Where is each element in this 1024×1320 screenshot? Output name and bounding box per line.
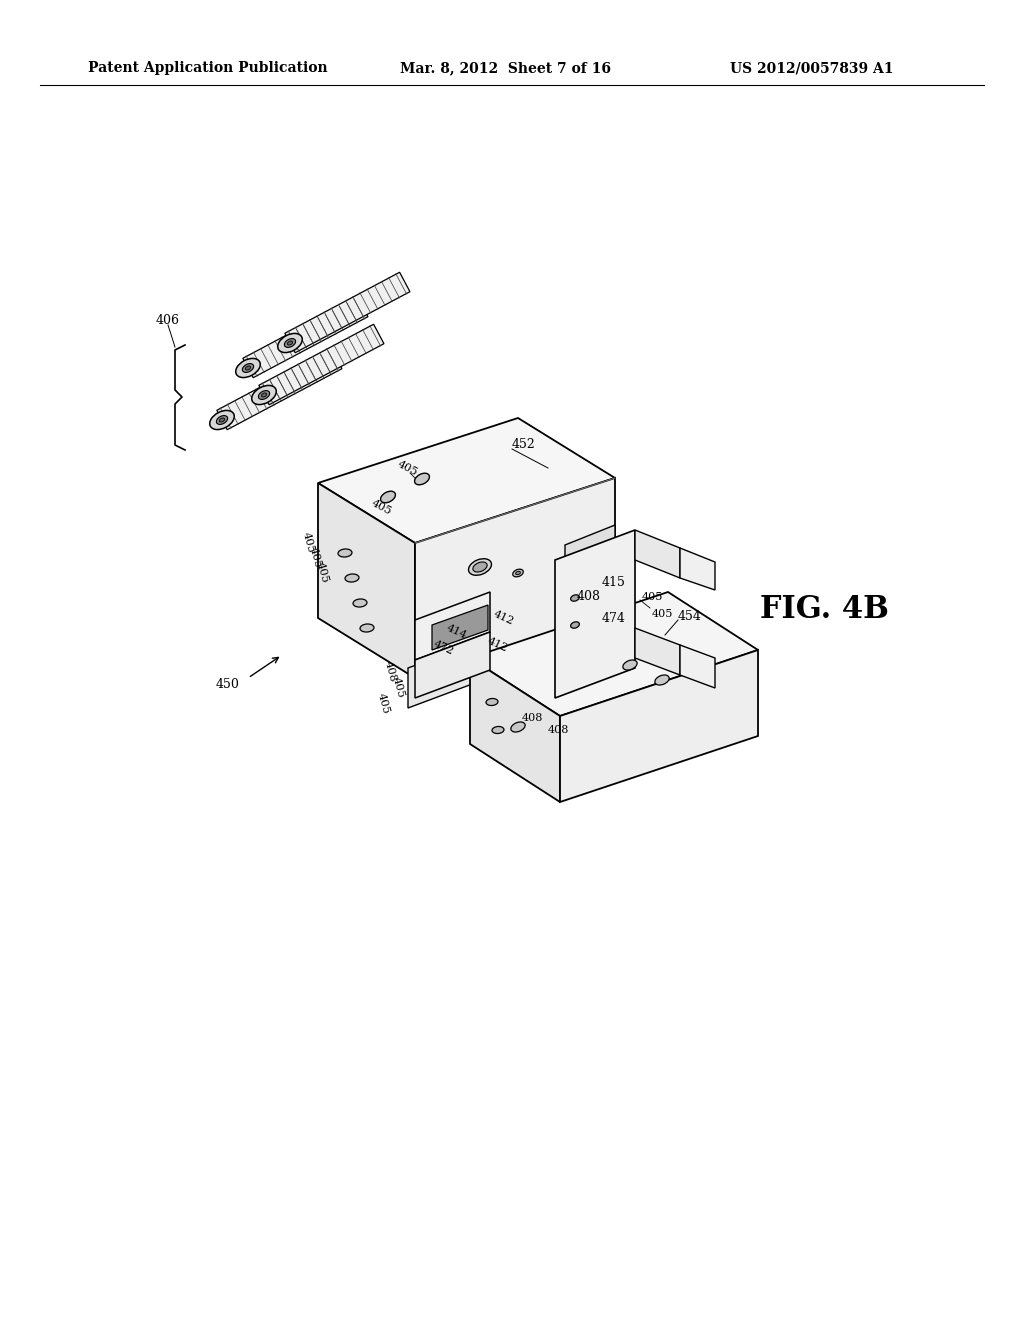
Ellipse shape — [513, 569, 523, 577]
Ellipse shape — [486, 698, 498, 705]
Text: 405: 405 — [371, 498, 394, 516]
Text: 412: 412 — [486, 636, 510, 653]
Text: 405: 405 — [390, 676, 406, 700]
Polygon shape — [415, 478, 615, 678]
Text: 408: 408 — [547, 725, 568, 735]
Text: 405: 405 — [396, 458, 420, 478]
Ellipse shape — [570, 622, 580, 628]
Polygon shape — [415, 591, 490, 660]
Polygon shape — [408, 640, 483, 708]
Ellipse shape — [210, 411, 234, 429]
Polygon shape — [680, 548, 715, 590]
Ellipse shape — [623, 660, 637, 671]
Text: Mar. 8, 2012  Sheet 7 of 16: Mar. 8, 2012 Sheet 7 of 16 — [400, 61, 611, 75]
Polygon shape — [243, 297, 368, 378]
Text: 405: 405 — [642, 591, 664, 602]
Text: US 2012/0057839 A1: US 2012/0057839 A1 — [730, 61, 894, 75]
Ellipse shape — [278, 334, 302, 352]
Ellipse shape — [381, 491, 395, 503]
Text: 405: 405 — [652, 609, 674, 619]
Polygon shape — [259, 325, 384, 405]
Polygon shape — [217, 350, 342, 430]
Ellipse shape — [360, 624, 374, 632]
Ellipse shape — [353, 599, 367, 607]
Text: 472: 472 — [431, 639, 455, 657]
Ellipse shape — [654, 675, 669, 685]
Text: 408: 408 — [382, 660, 397, 684]
Text: 474: 474 — [602, 611, 626, 624]
Text: 406: 406 — [156, 314, 180, 326]
Polygon shape — [565, 525, 615, 590]
Ellipse shape — [288, 341, 293, 345]
Ellipse shape — [473, 562, 487, 572]
Polygon shape — [470, 591, 758, 715]
Ellipse shape — [511, 722, 525, 733]
Text: FIG. 4B: FIG. 4B — [760, 594, 889, 626]
Text: 408: 408 — [577, 590, 601, 603]
Ellipse shape — [216, 416, 227, 425]
Text: 415: 415 — [602, 576, 626, 589]
Ellipse shape — [236, 359, 260, 378]
Text: 408: 408 — [521, 713, 543, 723]
Ellipse shape — [345, 574, 359, 582]
Ellipse shape — [246, 366, 251, 370]
Polygon shape — [555, 531, 635, 698]
Ellipse shape — [243, 363, 254, 372]
Ellipse shape — [252, 385, 276, 404]
Text: 405: 405 — [376, 693, 390, 715]
Ellipse shape — [258, 391, 269, 400]
Polygon shape — [635, 628, 680, 675]
Polygon shape — [318, 418, 615, 543]
Polygon shape — [285, 272, 410, 352]
Polygon shape — [680, 645, 715, 688]
Text: 405: 405 — [314, 561, 330, 585]
Ellipse shape — [338, 549, 352, 557]
Ellipse shape — [570, 595, 580, 601]
Polygon shape — [432, 605, 488, 649]
Polygon shape — [635, 531, 680, 578]
Text: 414: 414 — [444, 623, 468, 642]
Ellipse shape — [285, 338, 296, 347]
Ellipse shape — [415, 473, 429, 484]
Ellipse shape — [219, 418, 224, 422]
Ellipse shape — [469, 558, 492, 576]
Polygon shape — [415, 632, 490, 698]
Polygon shape — [470, 657, 560, 803]
Text: 452: 452 — [512, 438, 536, 451]
Text: 450: 450 — [216, 678, 240, 692]
Text: 454: 454 — [678, 610, 701, 623]
Ellipse shape — [492, 726, 504, 734]
Text: 405: 405 — [307, 546, 323, 570]
Ellipse shape — [516, 572, 520, 574]
Text: 405: 405 — [300, 532, 315, 554]
Polygon shape — [560, 649, 758, 803]
Polygon shape — [318, 483, 415, 678]
Text: 412: 412 — [492, 609, 516, 627]
Text: Patent Application Publication: Patent Application Publication — [88, 61, 328, 75]
Ellipse shape — [261, 393, 266, 397]
